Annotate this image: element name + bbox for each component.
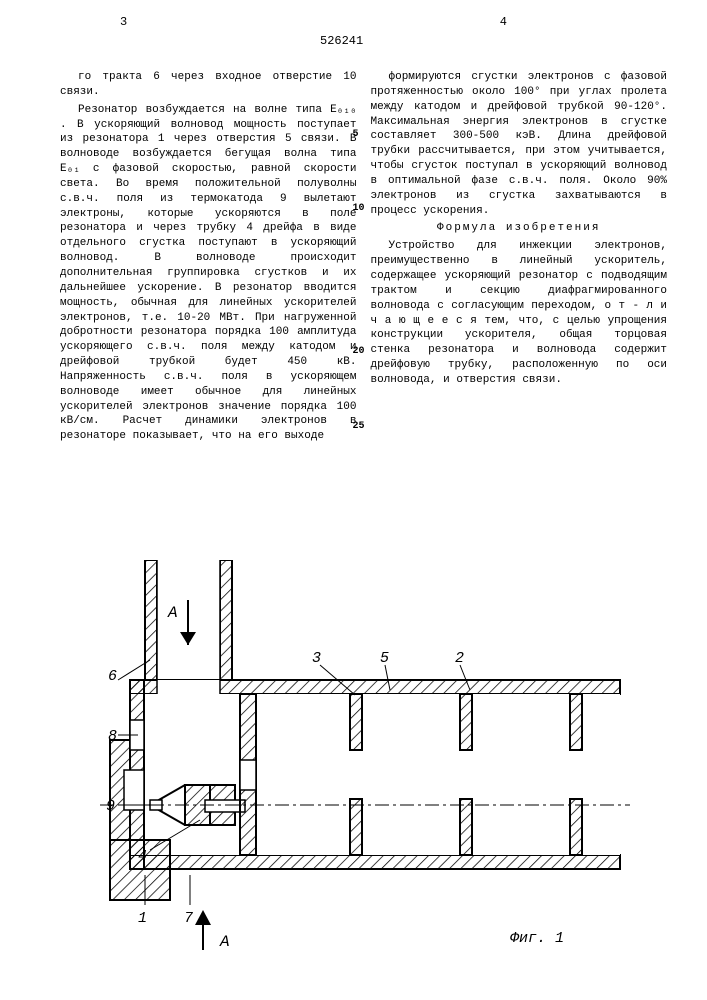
left-column: го тракта 6 через входное отверстие 10 с… [60,70,357,447]
right-p1: формируются сгустки электронов с фазовой… [371,70,668,218]
label-7: 7 [184,910,193,927]
page-num-right: 4 [500,15,507,29]
label-8: 8 [108,728,117,745]
page-num-left: 3 [120,15,127,29]
figure-caption: Фиг. 1 [510,930,564,947]
label-6: 6 [108,668,117,685]
right-column: 5 10 20 25 формируются сгустки электроно… [371,70,668,447]
text-columns: го тракта 6 через входное отверстие 10 с… [60,70,667,447]
right-p2: Устройство для инжекции электронов, преи… [371,239,668,387]
label-9: 9 [106,798,115,815]
label-3: 3 [312,650,321,667]
line-num-10: 10 [353,202,365,216]
label-1: 1 [138,910,147,927]
line-num-5: 5 [353,128,359,142]
label-4: 4 [138,848,147,865]
label-2: 2 [455,650,464,667]
label-5: 5 [380,650,389,667]
patent-number: 526241 [320,34,363,48]
page: 3 4 526241 го тракта 6 через входное отв… [0,0,707,1000]
line-num-20: 20 [353,345,365,359]
left-p2: Резонатор возбуждается на волне типа E₀₁… [60,103,357,444]
figure-1: A A 6 8 9 4 1 7 3 5 2 Фиг. 1 [90,560,640,960]
formula-title: Формула изобретения [371,221,668,236]
label-A-top: A [167,604,178,622]
figure-svg: A A 6 8 9 4 1 7 3 5 2 [90,560,640,960]
left-p1: го тракта 6 через входное отверстие 10 с… [60,70,357,100]
label-A-bot: A [219,933,230,951]
line-num-25: 25 [353,420,365,434]
